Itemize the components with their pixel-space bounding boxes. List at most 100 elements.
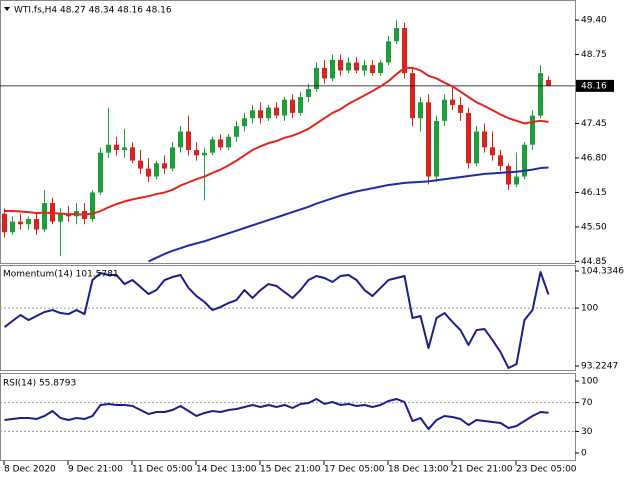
candle-body	[354, 62, 359, 71]
candle-body	[474, 131, 479, 164]
y-tick-label: 0	[581, 449, 587, 459]
candle-body	[162, 163, 167, 169]
candle-body	[546, 80, 551, 86]
candle-body	[490, 147, 495, 156]
y-tick-label: 70	[581, 398, 593, 408]
candle-body	[466, 112, 471, 164]
candle-body	[530, 115, 535, 145]
candle-body	[258, 110, 263, 119]
candle-body	[522, 144, 527, 177]
candle-body	[314, 67, 319, 90]
candle-body	[2, 213, 7, 233]
candle-body	[482, 131, 487, 148]
candle-body	[498, 155, 503, 166]
candle-body	[26, 218, 31, 225]
candle-body	[394, 28, 399, 42]
candle-body	[338, 59, 343, 71]
candle-body	[106, 144, 111, 153]
y-tick-label: 100	[581, 376, 598, 386]
candle-body	[514, 176, 519, 185]
candle-body	[274, 107, 279, 116]
candle-body	[434, 120, 439, 177]
x-tick-label: 15 Dec 21:00	[260, 465, 321, 475]
rsi-panel	[0, 373, 576, 461]
candle-body	[202, 152, 207, 156]
series-line	[4, 397, 549, 431]
y-tick-label: 44.85	[581, 257, 607, 267]
x-tick-label: 23 Dec 05:00	[516, 465, 577, 475]
candle-body	[42, 203, 47, 230]
current-price-label: 48.16	[581, 81, 607, 91]
candle-body	[170, 147, 175, 169]
candle-body	[122, 147, 127, 151]
candle-body	[506, 165, 511, 185]
y-tick-label: 48.75	[581, 50, 607, 60]
momentum-panel	[0, 265, 576, 371]
candle-body	[186, 131, 191, 151]
candle-body	[362, 65, 367, 71]
candle-body	[458, 104, 463, 113]
candle-body	[210, 139, 215, 153]
series-line	[3, 270, 550, 370]
candle-body	[402, 28, 407, 74]
candle-body	[290, 99, 295, 113]
candle-body	[378, 62, 383, 74]
candle-body	[154, 163, 159, 177]
candle-body	[266, 107, 271, 119]
x-tick-label: 8 Dec 2020	[4, 465, 56, 475]
candle-body	[330, 59, 335, 79]
candle-body	[282, 99, 287, 116]
candle-body	[386, 41, 391, 63]
y-tick-label: 104.3346	[581, 267, 624, 277]
y-tick-label: 46.80	[581, 153, 607, 163]
candle-body	[10, 221, 15, 233]
candle-body	[242, 118, 247, 127]
y-tick-label: 46.15	[581, 188, 607, 198]
candle-body	[178, 131, 183, 148]
y-tick-label: 93.2247	[581, 362, 618, 372]
series-line	[4, 66, 549, 216]
x-tick-label: 14 Dec 13:00	[196, 465, 257, 475]
candle-body	[218, 139, 223, 148]
x-tick-label: 11 Dec 05:00	[132, 465, 193, 475]
y-tick-label: 100	[581, 304, 598, 314]
candle-body	[34, 218, 39, 230]
candle-body	[90, 192, 95, 219]
candle-body	[370, 65, 375, 74]
candle-body	[98, 152, 103, 193]
panel-title: RSI(14) 55.8793	[3, 379, 76, 389]
candle-body	[146, 168, 151, 177]
x-tick-label: 21 Dec 21:00	[452, 465, 513, 475]
candle-body	[138, 160, 143, 169]
candle-body	[114, 144, 119, 151]
candle-body	[194, 150, 199, 156]
candle-body	[130, 147, 135, 161]
candle-body	[298, 96, 303, 113]
panel-title: WTI.fs,H4 48.27 48.34 48.16 48.16	[14, 6, 172, 16]
price-panel	[0, 0, 576, 264]
y-tick-label: 47.45	[581, 119, 607, 129]
x-tick-label: 17 Dec 05:00	[324, 465, 385, 475]
candle-body	[18, 221, 23, 225]
candle-body	[346, 62, 351, 71]
candle-body	[226, 136, 231, 148]
current-price-box	[576, 79, 614, 92]
x-tick-label: 18 Dec 13:00	[388, 465, 449, 475]
candle-body	[322, 67, 327, 79]
candle-body	[250, 110, 255, 119]
candle-body	[234, 126, 239, 137]
y-tick-label: 49.40	[581, 16, 607, 26]
candle-body	[426, 102, 431, 177]
candle-body	[306, 89, 311, 97]
menu-arrow[interactable]	[4, 7, 10, 11]
candle-body	[442, 99, 447, 121]
candle-body	[450, 99, 455, 105]
series-line	[148, 166, 549, 263]
y-tick-label: 30	[581, 427, 593, 437]
candle-body	[410, 73, 415, 119]
x-tick-label: 9 Dec 21:00	[68, 465, 123, 475]
panel-title: Momentum(14) 101.5781	[3, 270, 119, 280]
candle-body	[418, 102, 423, 119]
y-tick-label: 45.50	[581, 222, 607, 232]
